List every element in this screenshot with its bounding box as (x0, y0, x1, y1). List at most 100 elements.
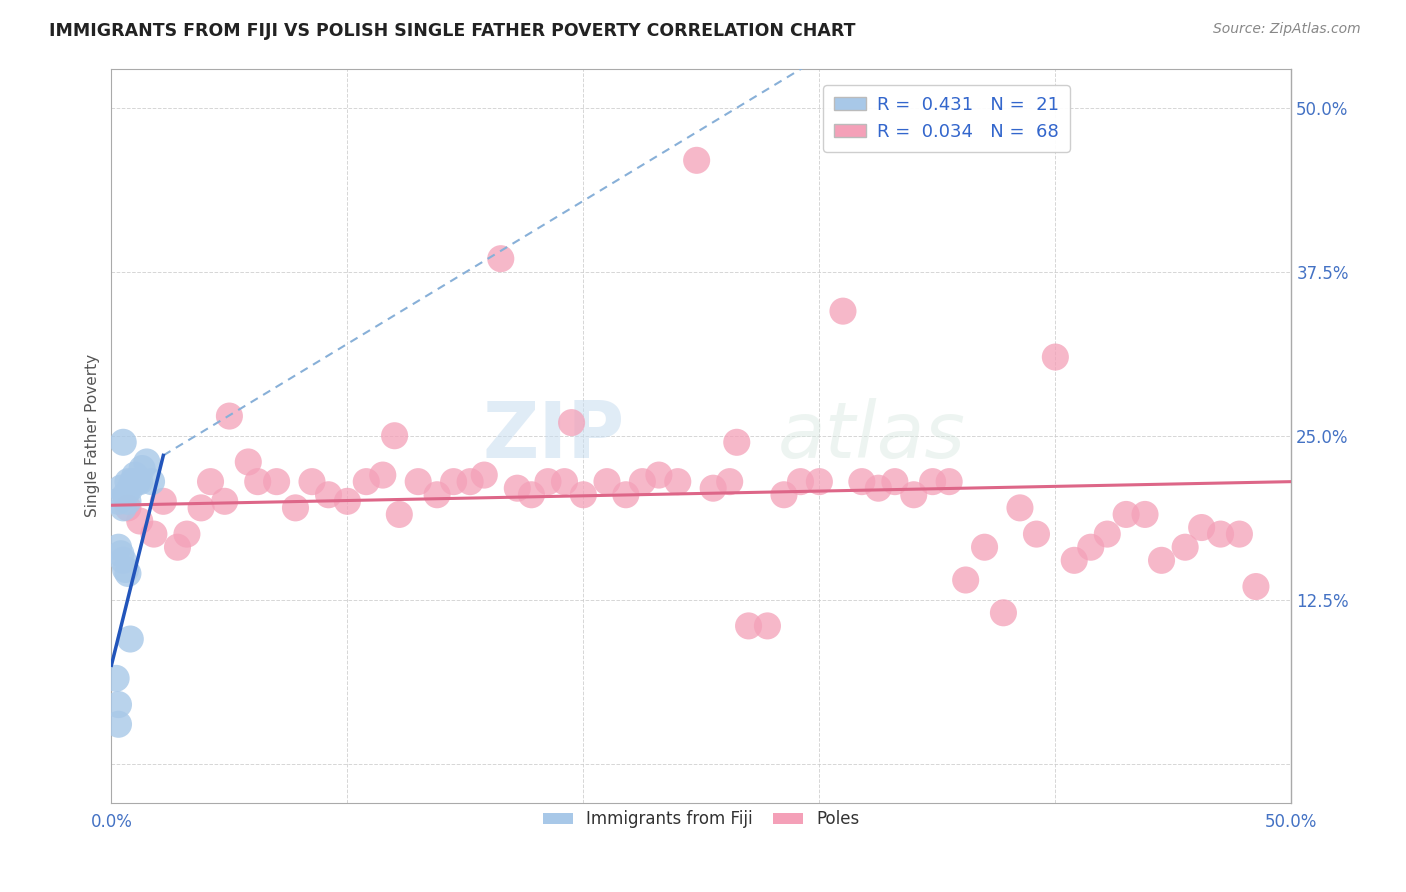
Point (458, 475, 481, 489)
Point (883, 475, 905, 489)
Point (561, 416, 583, 430)
Point (107, 494, 129, 508)
Point (789, 475, 811, 489)
Point (1008, 500, 1031, 515)
Y-axis label: Single Father Poverty: Single Father Poverty (86, 354, 100, 517)
Point (131, 461, 153, 475)
Point (117, 566, 139, 581)
Point (993, 606, 1015, 620)
Point (121, 475, 143, 489)
Point (128, 475, 150, 489)
Point (238, 455, 260, 469)
Text: ZIP: ZIP (482, 398, 624, 474)
Point (107, 698, 129, 712)
Point (631, 475, 654, 489)
Point (1150, 553, 1173, 567)
Point (190, 500, 212, 515)
Point (725, 435, 748, 450)
Point (489, 252, 512, 266)
Point (218, 409, 240, 423)
Point (832, 304, 855, 318)
Point (506, 481, 529, 495)
Point (702, 481, 724, 495)
Point (718, 475, 741, 489)
Point (614, 488, 637, 502)
Point (318, 488, 340, 502)
Point (166, 540, 188, 554)
Point (371, 468, 394, 483)
Point (114, 488, 136, 502)
Point (955, 573, 977, 587)
Point (200, 475, 222, 489)
Point (388, 508, 411, 522)
Point (124, 468, 146, 483)
Point (301, 475, 323, 489)
Point (443, 475, 465, 489)
Point (426, 488, 449, 502)
Point (152, 494, 174, 508)
Point (1191, 520, 1213, 534)
Point (128, 514, 150, 528)
Point (214, 494, 236, 508)
Point (107, 540, 129, 554)
Point (120, 632, 142, 646)
Point (851, 475, 873, 489)
Text: IMMIGRANTS FROM FIJI VS POLISH SINGLE FATHER POVERTY CORRELATION CHART: IMMIGRANTS FROM FIJI VS POLISH SINGLE FA… (49, 22, 856, 40)
Point (406, 475, 429, 489)
Point (666, 475, 689, 489)
Point (246, 475, 269, 489)
Point (903, 488, 925, 502)
Point (868, 481, 890, 495)
Point (773, 488, 796, 502)
Point (127, 475, 149, 489)
Point (114, 562, 136, 576)
Point (110, 481, 132, 495)
Point (356, 475, 378, 489)
Point (1244, 580, 1267, 594)
Text: Source: ZipAtlas.com: Source: ZipAtlas.com (1213, 22, 1361, 37)
Point (135, 455, 157, 469)
Point (112, 553, 135, 567)
Point (596, 475, 619, 489)
Point (938, 475, 960, 489)
Point (1229, 527, 1251, 541)
Point (921, 475, 943, 489)
Point (142, 527, 165, 541)
Point (1080, 540, 1102, 554)
Point (1209, 527, 1232, 541)
Point (1063, 553, 1085, 567)
Point (1045, 350, 1067, 364)
Point (112, 500, 135, 515)
Point (384, 428, 406, 442)
Point (685, 153, 707, 168)
Point (648, 468, 671, 483)
Point (553, 475, 575, 489)
Point (176, 527, 198, 541)
Point (973, 540, 995, 554)
Point (105, 671, 128, 685)
Text: atlas: atlas (778, 398, 966, 474)
Point (1115, 508, 1137, 522)
Point (336, 494, 359, 508)
Point (110, 547, 132, 561)
Point (284, 500, 307, 515)
Point (520, 488, 543, 502)
Point (756, 619, 779, 633)
Point (1174, 540, 1197, 554)
Point (112, 435, 135, 450)
Point (808, 475, 831, 489)
Point (1097, 527, 1119, 541)
Point (117, 500, 139, 515)
Point (737, 619, 759, 633)
Point (1025, 527, 1047, 541)
Point (120, 481, 142, 495)
Point (572, 488, 595, 502)
Point (117, 494, 139, 508)
Point (266, 475, 288, 489)
Legend: Immigrants from Fiji, Poles: Immigrants from Fiji, Poles (537, 804, 866, 835)
Point (472, 468, 495, 483)
Point (107, 717, 129, 731)
Point (1133, 508, 1156, 522)
Point (537, 475, 560, 489)
Point (117, 475, 139, 489)
